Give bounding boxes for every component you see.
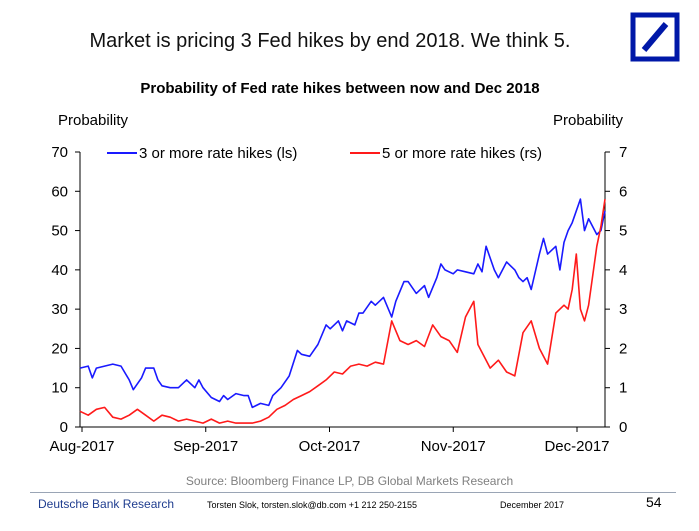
legend-label-1: 3 or more rate hikes (ls) — [139, 145, 297, 162]
footer-author: Torsten Slok, torsten.slok@db.com +1 212… — [207, 500, 418, 510]
left-y-tick-label: 10 — [51, 380, 68, 397]
left-y-tick-label: 70 — [51, 144, 68, 161]
source-note: Source: Bloomberg Finance LP, DB Global … — [185, 474, 514, 488]
left-axis-title: Probability — [58, 112, 129, 129]
page-number: 54 — [646, 494, 662, 510]
line-chart: 0 10 20 30 40 50 60 70 0 1 2 3 4 5 6 7 Aug-2017 Sep-2017 O… — [49, 144, 627, 455]
footer-divider — [30, 492, 676, 493]
deutsche-bank-logo-icon — [630, 12, 680, 62]
x-tick-label: Oct-2017 — [299, 438, 361, 455]
series-line-2 — [79, 198, 606, 424]
right-y-tick-label: 3 — [619, 301, 627, 318]
left-y-tick-label: 40 — [51, 262, 68, 279]
footer-brand: Deutsche Bank Research — [38, 497, 175, 511]
left-y-tick-label: 30 — [51, 301, 68, 318]
right-y-tick-label: 6 — [619, 183, 627, 200]
footer-date: December 2017 — [500, 500, 565, 510]
left-y-tick-label: 20 — [51, 340, 68, 357]
right-axis-title: Probability — [553, 112, 624, 129]
right-y-tick-label: 2 — [619, 340, 627, 357]
x-tick-label: Dec-2017 — [544, 438, 609, 455]
right-y-tick-label: 7 — [619, 144, 627, 161]
left-y-tick-label: 60 — [51, 183, 68, 200]
x-tick-label: Nov-2017 — [421, 438, 486, 455]
legend-label-2: 5 or more rate hikes (rs) — [382, 145, 542, 162]
right-y-tick-label: 4 — [619, 262, 627, 279]
left-y-tick-label: 50 — [51, 223, 68, 240]
series-line-1 — [79, 198, 606, 409]
right-y-tick-label: 5 — [619, 223, 627, 240]
slide-headline: Market is pricing 3 Fed hikes by end 201… — [89, 30, 571, 52]
left-y-tick-label: 0 — [60, 419, 68, 436]
x-tick-label: Sep-2017 — [173, 438, 238, 455]
right-y-tick-label: 1 — [619, 380, 627, 397]
right-y-tick-label: 0 — [619, 419, 627, 436]
chart-title: Probability of Fed rate hikes between no… — [140, 80, 540, 97]
x-tick-label: Aug-2017 — [49, 438, 114, 455]
